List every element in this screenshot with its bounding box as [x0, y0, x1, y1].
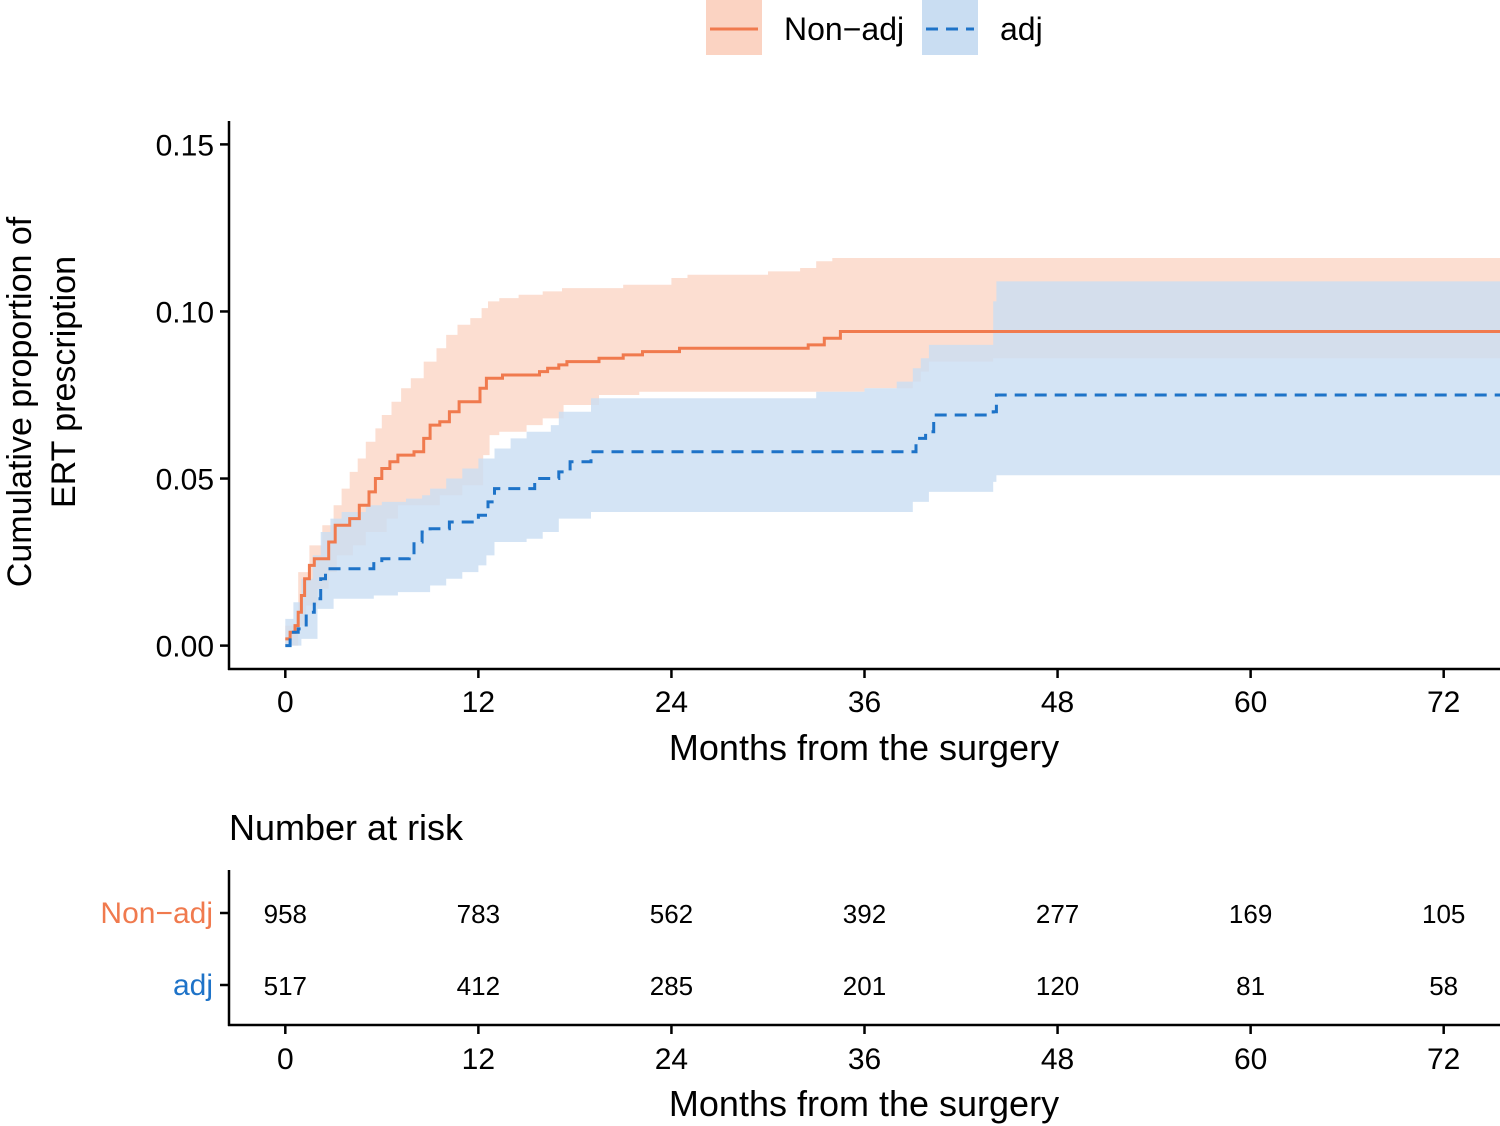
x-tick-label: 0: [277, 686, 294, 719]
risk-cell: 201: [843, 971, 886, 1001]
y-tick-label: 0.15: [156, 129, 214, 162]
risk-cell: 169: [1229, 899, 1272, 929]
risk-cell: 105: [1422, 899, 1465, 929]
legend: Non−adj adj: [706, 0, 1043, 55]
x-tick-label: 24: [655, 686, 688, 719]
y-axis-title-line2: ERT prescription: [45, 256, 83, 508]
risk-table-title: Number at risk: [229, 807, 464, 848]
series-line-adj: [285, 393, 1500, 648]
risk-x-tick-label: 48: [1041, 1043, 1074, 1076]
risk-cell: 120: [1036, 971, 1079, 1001]
risk-cell: 958: [264, 899, 307, 929]
risk-x-tick-label: 24: [655, 1043, 688, 1076]
x-tick-label: 72: [1427, 686, 1460, 719]
risk-x-tick-label: 72: [1427, 1043, 1460, 1076]
risk-table-x-axis-title: Months from the surgery: [669, 1083, 1059, 1124]
risk-table-cells: Non−adj 958 783 562 392 277 169 105 adj 517 412 285…: [100, 897, 1465, 1076]
risk-row-label-non-adj: Non−adj: [100, 897, 213, 930]
x-axis-title: Months from the surgery: [669, 727, 1059, 768]
risk-cell: 517: [264, 971, 307, 1001]
x-tick-label: 48: [1041, 686, 1074, 719]
x-tick-label: 12: [462, 686, 495, 719]
risk-x-tick-label: 60: [1234, 1043, 1267, 1076]
risk-cell: 783: [457, 899, 500, 929]
risk-x-tick-label: 0: [277, 1043, 294, 1076]
risk-cell: 277: [1036, 899, 1079, 929]
y-axis-ticks: 0.00 0.05 0.10 0.15: [156, 129, 229, 664]
y-tick-label: 0.00: [156, 631, 214, 664]
x-axis-ticks: 0 12 24 36 48 60 72: [277, 669, 1460, 719]
y-axis-title-line1: Cumulative proportion of: [1, 216, 39, 587]
risk-cell: 81: [1236, 971, 1265, 1001]
risk-cell: 392: [843, 899, 886, 929]
main-plot: 0.00 0.05 0.10 0.15 0 12 24 36 48 60 72: [156, 121, 1500, 719]
legend-label-non-adj: Non−adj: [784, 11, 904, 47]
confidence-bands: [285, 258, 1500, 646]
risk-cell: 285: [650, 971, 693, 1001]
series-line-non-adj: [285, 330, 1500, 641]
x-tick-label: 36: [848, 686, 881, 719]
legend-label-adj: adj: [1000, 11, 1043, 47]
risk-x-tick-label: 12: [462, 1043, 495, 1076]
risk-table: Number at risk Non−adj 958 783 562 392 277 169…: [100, 807, 1500, 1124]
risk-cell: 412: [457, 971, 500, 1001]
risk-row-label-adj: adj: [173, 969, 213, 1002]
y-tick-label: 0.05: [156, 464, 214, 497]
risk-x-tick-label: 36: [848, 1043, 881, 1076]
y-tick-label: 0.10: [156, 296, 214, 329]
risk-cell: 58: [1429, 971, 1458, 1001]
x-tick-label: 60: [1234, 686, 1267, 719]
ci-band-adj: [285, 281, 1500, 646]
risk-cell: 562: [650, 899, 693, 929]
series-lines: [285, 330, 1500, 648]
